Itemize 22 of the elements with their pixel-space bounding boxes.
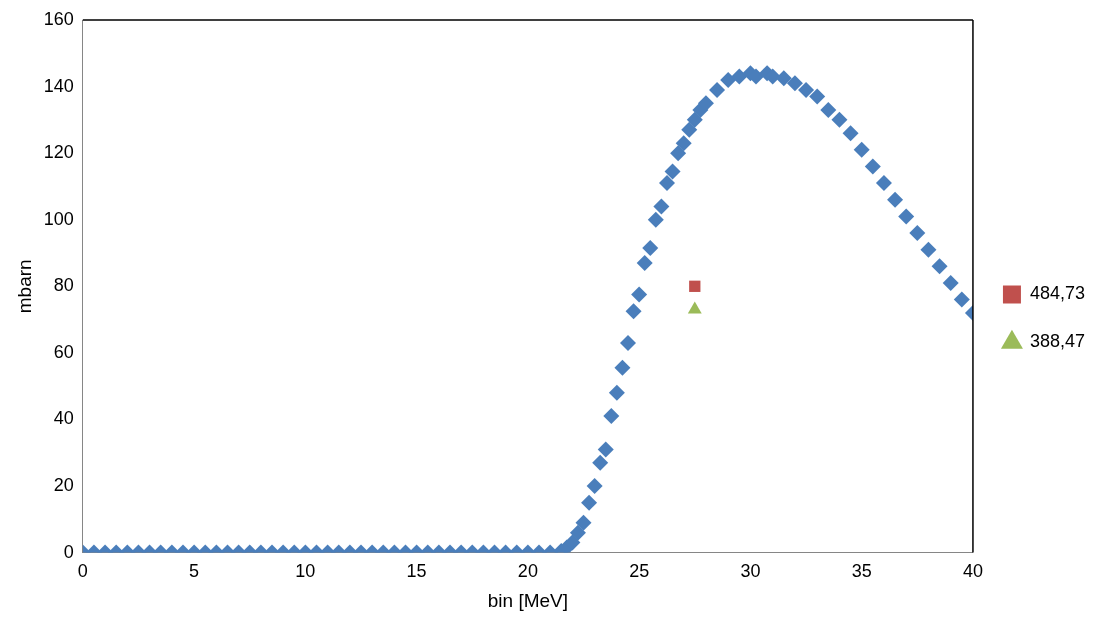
x-tick-label: 25: [629, 561, 650, 582]
legend-label: 388,47: [1029, 331, 1086, 352]
y-tick-label: 140: [43, 75, 74, 96]
y-tick-label: 20: [53, 474, 74, 495]
x-tick-label: 35: [851, 561, 872, 582]
y-tick-label: 120: [43, 142, 74, 163]
y-tick-label: 100: [43, 208, 74, 229]
x-tick-label: 20: [517, 561, 538, 582]
x-tick-label: 15: [406, 561, 427, 582]
x-tick-label: 10: [295, 561, 316, 582]
x-axis-title: bin [MeV]: [487, 589, 569, 611]
x-tick-label: 5: [189, 561, 200, 582]
y-tick-label: 40: [53, 408, 74, 429]
y-tick-label: 80: [53, 275, 74, 296]
x-tick-label: 30: [740, 561, 761, 582]
y-tick-label: 60: [53, 341, 74, 362]
y-tick-label: 0: [63, 541, 74, 562]
y-axis-title: mbarn: [13, 259, 35, 314]
x-tick-label: 0: [77, 561, 88, 582]
y-tick-label: 160: [43, 8, 74, 29]
x-tick-label: 40: [962, 561, 983, 582]
legend-label: 484,73: [1029, 283, 1086, 304]
